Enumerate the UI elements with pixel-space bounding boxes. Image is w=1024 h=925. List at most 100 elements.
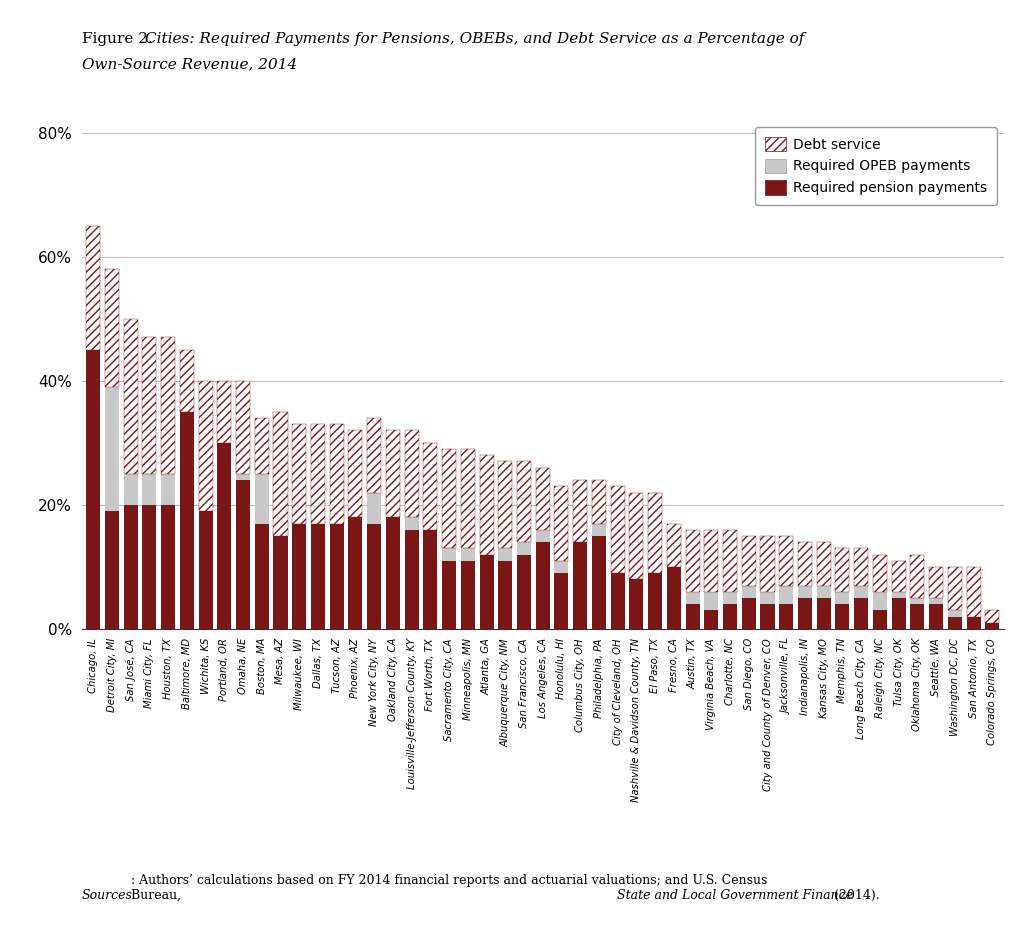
Bar bbox=[573, 542, 587, 629]
Bar bbox=[368, 492, 381, 524]
Text: (2014).: (2014). bbox=[830, 889, 880, 902]
Bar bbox=[499, 462, 512, 549]
Bar bbox=[761, 592, 774, 604]
Bar bbox=[348, 430, 362, 517]
Bar bbox=[217, 443, 231, 629]
Bar bbox=[142, 474, 157, 505]
Bar bbox=[929, 598, 943, 604]
Bar bbox=[442, 561, 456, 629]
Bar bbox=[798, 598, 812, 629]
Bar bbox=[292, 524, 306, 629]
Bar bbox=[872, 610, 887, 629]
Bar bbox=[948, 567, 962, 610]
Bar bbox=[705, 610, 718, 629]
Bar bbox=[592, 536, 606, 629]
Bar bbox=[311, 425, 325, 524]
Bar bbox=[872, 592, 887, 610]
Bar bbox=[499, 549, 512, 561]
Bar bbox=[723, 604, 737, 629]
Bar bbox=[255, 474, 268, 524]
Bar bbox=[592, 524, 606, 536]
Bar bbox=[630, 492, 643, 579]
Bar bbox=[573, 480, 587, 542]
Bar bbox=[910, 598, 925, 604]
Bar bbox=[741, 586, 756, 598]
Bar bbox=[667, 524, 681, 567]
Bar bbox=[255, 418, 268, 474]
Bar bbox=[854, 586, 868, 598]
Bar bbox=[161, 505, 175, 629]
Bar bbox=[255, 524, 268, 629]
Bar bbox=[273, 536, 288, 629]
Bar bbox=[461, 561, 475, 629]
Bar bbox=[404, 430, 419, 517]
Bar bbox=[685, 604, 699, 629]
Bar bbox=[142, 505, 157, 629]
Bar bbox=[104, 269, 119, 387]
Bar bbox=[386, 430, 400, 517]
Bar bbox=[236, 474, 250, 480]
Bar bbox=[554, 561, 568, 574]
Bar bbox=[741, 536, 756, 586]
Bar bbox=[630, 579, 643, 629]
Bar bbox=[517, 542, 531, 555]
Bar bbox=[967, 567, 981, 617]
Bar bbox=[779, 604, 794, 629]
Bar bbox=[761, 604, 774, 629]
Text: : Authors’ calculations based on FY 2014 financial reports and actuarial valuati: : Authors’ calculations based on FY 2014… bbox=[131, 874, 767, 902]
Bar bbox=[368, 524, 381, 629]
Bar bbox=[741, 598, 756, 629]
Bar bbox=[479, 455, 494, 555]
Bar bbox=[442, 549, 456, 561]
Bar bbox=[404, 530, 419, 629]
Text: State and Local Government Finance: State and Local Government Finance bbox=[617, 889, 853, 902]
Text: Cities: Required Payments for Pensions, OBEBs, and Debt Service as a Percentage : Cities: Required Payments for Pensions, … bbox=[145, 32, 805, 46]
Bar bbox=[892, 598, 905, 629]
Bar bbox=[180, 412, 194, 629]
Bar bbox=[423, 443, 437, 530]
Bar bbox=[104, 387, 119, 512]
Legend: Debt service, Required OPEB payments, Required pension payments: Debt service, Required OPEB payments, Re… bbox=[756, 128, 996, 205]
Bar bbox=[161, 338, 175, 474]
Bar bbox=[648, 492, 663, 574]
Bar bbox=[479, 555, 494, 629]
Bar bbox=[423, 530, 437, 629]
Bar bbox=[817, 542, 830, 586]
Bar bbox=[910, 604, 925, 629]
Bar bbox=[536, 530, 550, 542]
Bar bbox=[311, 524, 325, 629]
Bar bbox=[798, 542, 812, 586]
Bar bbox=[217, 381, 231, 443]
Bar bbox=[779, 536, 794, 586]
Bar bbox=[180, 350, 194, 412]
Bar bbox=[705, 530, 718, 592]
Bar bbox=[948, 610, 962, 617]
Bar bbox=[368, 418, 381, 492]
Bar bbox=[236, 381, 250, 474]
Bar bbox=[761, 536, 774, 592]
Text: Own-Source Revenue, 2014: Own-Source Revenue, 2014 bbox=[82, 57, 297, 71]
Bar bbox=[836, 592, 850, 604]
Bar bbox=[348, 517, 362, 629]
Text: Sources: Sources bbox=[82, 889, 133, 902]
Bar bbox=[86, 350, 100, 629]
Bar bbox=[554, 574, 568, 629]
Bar bbox=[104, 512, 119, 629]
Bar bbox=[124, 474, 137, 505]
Bar bbox=[836, 604, 850, 629]
Bar bbox=[273, 412, 288, 536]
Bar bbox=[685, 530, 699, 592]
Bar bbox=[142, 338, 157, 474]
Bar bbox=[124, 505, 137, 629]
Bar bbox=[442, 449, 456, 549]
Bar bbox=[536, 468, 550, 530]
Bar bbox=[554, 487, 568, 561]
Bar bbox=[610, 574, 625, 629]
Bar bbox=[592, 480, 606, 524]
Bar bbox=[161, 474, 175, 505]
Bar bbox=[610, 487, 625, 574]
Bar bbox=[199, 512, 213, 629]
Bar bbox=[86, 226, 100, 350]
Bar bbox=[404, 517, 419, 530]
Bar bbox=[461, 549, 475, 561]
